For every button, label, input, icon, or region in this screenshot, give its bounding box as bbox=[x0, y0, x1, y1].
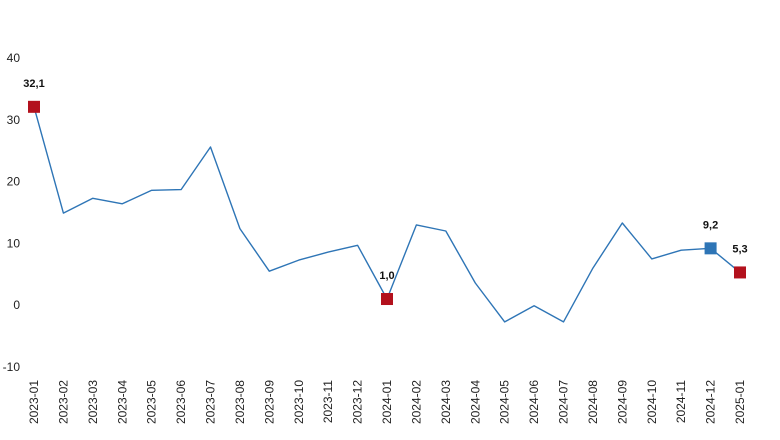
y-tick-label: 0 bbox=[13, 298, 20, 312]
highlight-marker bbox=[704, 242, 717, 255]
series-layer bbox=[33, 106, 741, 323]
x-tick-label: 2024-03 bbox=[439, 380, 453, 424]
x-tick-label: 2024-12 bbox=[704, 380, 718, 424]
x-tick-label: 2024-09 bbox=[615, 380, 629, 424]
x-tick-label: 2024-10 bbox=[645, 380, 659, 424]
x-tick-label: 2025-01 bbox=[733, 380, 747, 424]
x-tick-label: 2023-05 bbox=[145, 380, 159, 424]
data-label: 9,2 bbox=[703, 219, 718, 231]
x-tick-label: 2024-11 bbox=[674, 380, 688, 423]
x-tick-label: 2024-06 bbox=[527, 380, 541, 424]
x-tick-label: 2023-09 bbox=[262, 380, 276, 424]
x-tick-label: 2023-04 bbox=[115, 380, 129, 424]
x-tick-label: 2023-12 bbox=[351, 380, 365, 424]
data-label: 5,3 bbox=[732, 243, 747, 255]
data-label: 1,0 bbox=[379, 270, 394, 282]
y-tick-label: 20 bbox=[7, 175, 21, 189]
x-tick-label: 2023-02 bbox=[56, 380, 70, 424]
x-tick-label: 2023-01 bbox=[27, 380, 41, 424]
y-axis: -10 0 10 20 30 40 bbox=[3, 51, 21, 374]
x-tick-label: 2023-07 bbox=[204, 380, 218, 424]
y-tick-label: 10 bbox=[7, 236, 21, 250]
x-tick-label: 2023-11 bbox=[321, 380, 335, 423]
x-tick-label: 2023-10 bbox=[292, 380, 306, 424]
highlight-markers bbox=[28, 100, 746, 306]
x-tick-label: 2023-06 bbox=[174, 380, 188, 424]
y-tick-label: 40 bbox=[7, 51, 21, 65]
x-tick-label: 2024-02 bbox=[409, 380, 423, 424]
x-tick-label: 2024-04 bbox=[468, 380, 482, 424]
x-tick-label: 2024-05 bbox=[498, 380, 512, 424]
x-tick-label: 2023-08 bbox=[233, 380, 247, 424]
highlight-marker bbox=[381, 293, 393, 306]
x-tick-label: 2024-01 bbox=[380, 380, 394, 424]
x-tick-label: 2024-07 bbox=[557, 380, 571, 424]
y-tick-label: 30 bbox=[7, 113, 21, 127]
y-tick-label: -10 bbox=[3, 360, 21, 374]
x-tick-label: 2024-08 bbox=[586, 380, 600, 424]
highlight-marker bbox=[734, 266, 746, 279]
highlight-marker bbox=[28, 100, 40, 113]
x-tick-label: 2023-03 bbox=[86, 380, 100, 424]
data-label: 32,1 bbox=[23, 78, 44, 90]
series-line bbox=[33, 106, 741, 323]
x-axis: 2023-01 2023-02 2023-03 2023-04 2023-05 2023-… bbox=[27, 380, 747, 424]
data-labels: 32,1 1,0 9,2 5,3 bbox=[23, 78, 747, 282]
